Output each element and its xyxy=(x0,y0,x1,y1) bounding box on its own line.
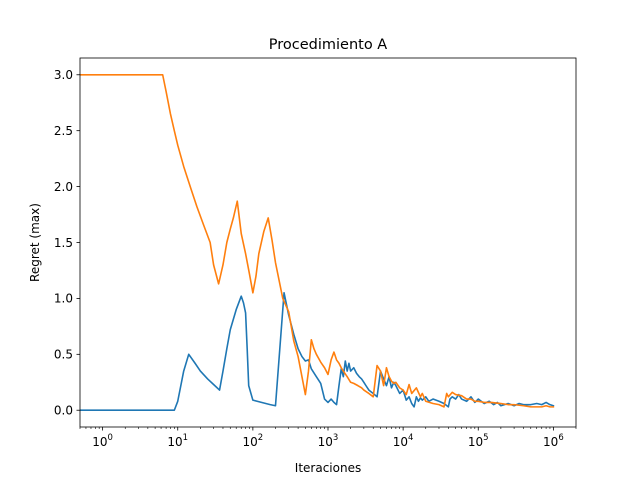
chart-title: Procedimiento A xyxy=(269,37,388,53)
y-tick-label: 3.0 xyxy=(54,68,73,82)
x-tick-label: 100 xyxy=(92,433,113,449)
x-axis-title: Iteraciones xyxy=(295,461,361,475)
y-axis-title: Regret (max) xyxy=(28,203,42,282)
y-tick-label: 2.5 xyxy=(54,124,73,138)
y-tick-label: 0.5 xyxy=(54,348,73,362)
x-tick-label: 102 xyxy=(243,433,264,449)
x-tick-label: 103 xyxy=(318,433,339,449)
axes: 0.0 0.5 1.0 1.5 2.0 2.5 3.0 100 101 102 103 104 105 1… xyxy=(54,68,577,449)
series-line-2 xyxy=(80,73,555,408)
y-tick-label: 1.5 xyxy=(54,236,73,250)
x-tick-label: 104 xyxy=(393,433,414,449)
plot-area xyxy=(80,73,555,412)
y-tick-label: 1.0 xyxy=(54,292,73,306)
x-tick-label: 106 xyxy=(543,433,564,449)
x-tick-label: 105 xyxy=(468,433,489,449)
series-line-1 xyxy=(80,292,555,412)
y-tick-label: 2.0 xyxy=(54,180,73,194)
x-tick-label: 101 xyxy=(167,433,188,449)
y-tick-label: 0.0 xyxy=(54,404,73,418)
plot-frame xyxy=(79,57,577,428)
